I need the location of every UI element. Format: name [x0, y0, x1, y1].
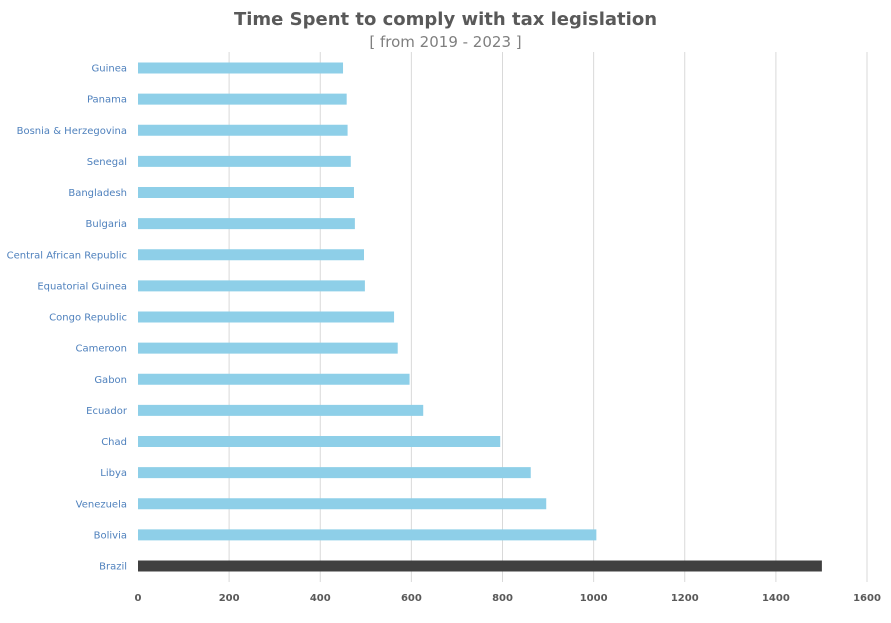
- bar: [138, 467, 531, 479]
- category-label: Bolivia: [94, 530, 127, 541]
- x-tick-label: 0: [135, 593, 142, 604]
- x-tick-label: 1200: [671, 593, 699, 604]
- bar: [138, 498, 547, 510]
- bar: [138, 124, 348, 136]
- bar: [138, 62, 344, 74]
- x-tick-label: 400: [310, 593, 331, 604]
- category-label: Chad: [101, 437, 127, 448]
- x-tick-label: 600: [401, 593, 422, 604]
- category-label: Cameroon: [76, 344, 127, 355]
- category-label: Congo Republic: [49, 313, 127, 324]
- bar: [138, 155, 351, 167]
- category-label: Central African Republic: [7, 250, 127, 261]
- x-tick-label: 200: [219, 593, 240, 604]
- bar: [138, 280, 365, 292]
- bar: [138, 249, 364, 261]
- bar: [138, 187, 354, 198]
- bar: [138, 404, 424, 416]
- category-label: Guinea: [92, 64, 127, 75]
- chart-subtitle: [ from 2019 - 2023 ]: [369, 33, 522, 51]
- category-label: Panama: [87, 95, 127, 106]
- x-tick-label: 800: [492, 593, 513, 604]
- category-labels: Guinea Panama Bosnia & Herzegovina Senegal B…: [7, 64, 128, 573]
- bar: [138, 311, 395, 323]
- gridlines: [228, 52, 868, 582]
- category-label: Equatorial Guinea: [37, 281, 127, 292]
- bar: [138, 560, 822, 572]
- bar: [138, 529, 597, 541]
- category-label: Bangladesh: [68, 188, 127, 199]
- category-label: Bosnia & Herzegovina: [17, 126, 127, 137]
- x-axis-tick-labels: 0 200 400 600 800 1000 1200 1400 1600: [135, 593, 881, 604]
- x-tick-label: 1000: [580, 593, 608, 604]
- category-label: Gabon: [94, 375, 127, 386]
- x-tick-label: 1600: [853, 593, 881, 604]
- chart-title: Time Spent to comply with tax legislatio…: [233, 9, 658, 30]
- category-label: Bulgaria: [86, 219, 127, 230]
- category-label: Senegal: [87, 157, 127, 168]
- category-label: Venezuela: [76, 499, 127, 510]
- category-label: Libya: [100, 468, 127, 479]
- bar: [138, 373, 410, 385]
- title-block: Time Spent to comply with tax legislatio…: [0, 8, 891, 52]
- bar: [138, 342, 398, 354]
- x-tick-label: 1400: [762, 593, 790, 604]
- category-label: Brazil: [99, 562, 127, 573]
- category-label: Ecuador: [86, 406, 128, 417]
- bar: [138, 436, 501, 447]
- bar: [138, 93, 347, 105]
- bars: [138, 62, 822, 572]
- bar: [138, 218, 355, 230]
